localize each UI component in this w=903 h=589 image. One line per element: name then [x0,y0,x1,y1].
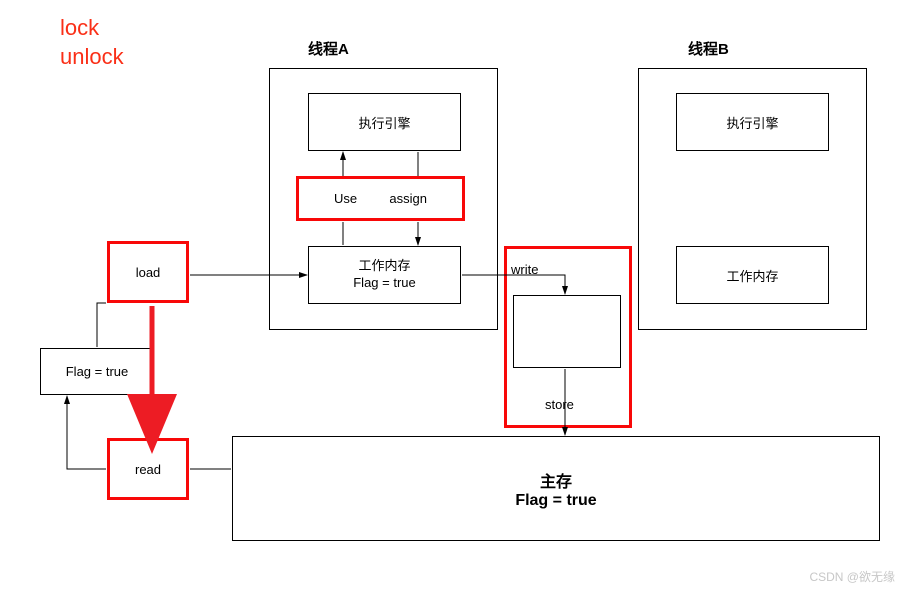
watermark: CSDN @欲无缘 [809,568,895,585]
store-label: store [543,397,576,412]
working-memory-b: 工作内存 [676,246,829,304]
write-store-inner [513,295,621,368]
flag-true-label: Flag = true [66,364,129,379]
flag-true-box: Flag = true [40,348,154,395]
thread-b-title: 线程B [688,38,729,59]
read-label: read [132,462,164,477]
unlock-text: unlock [60,43,124,72]
thread-a-title: 线程A [308,38,349,59]
exec-engine-b-label: 执行引擎 [726,113,778,132]
main-memory-title: 主存 [540,468,572,492]
working-memory-a: 工作内存 Flag = true [308,246,461,304]
lock-unlock-label: lock unlock [60,14,124,71]
lock-text: lock [60,14,124,43]
exec-engine-a-label: 执行引擎 [358,113,410,132]
main-memory-flag: Flag = true [515,492,596,510]
main-memory-box: 主存 Flag = true [232,436,880,541]
load-highlight: load [107,241,189,303]
load-label: load [133,265,164,280]
working-memory-b-label: 工作内存 [726,266,778,285]
exec-engine-a: 执行引擎 [308,93,461,151]
write-label: write [509,262,540,277]
read-highlight: read [107,438,189,500]
exec-engine-b: 执行引擎 [676,93,829,151]
working-memory-a-label: 工作内存 Flag = true [353,258,416,292]
